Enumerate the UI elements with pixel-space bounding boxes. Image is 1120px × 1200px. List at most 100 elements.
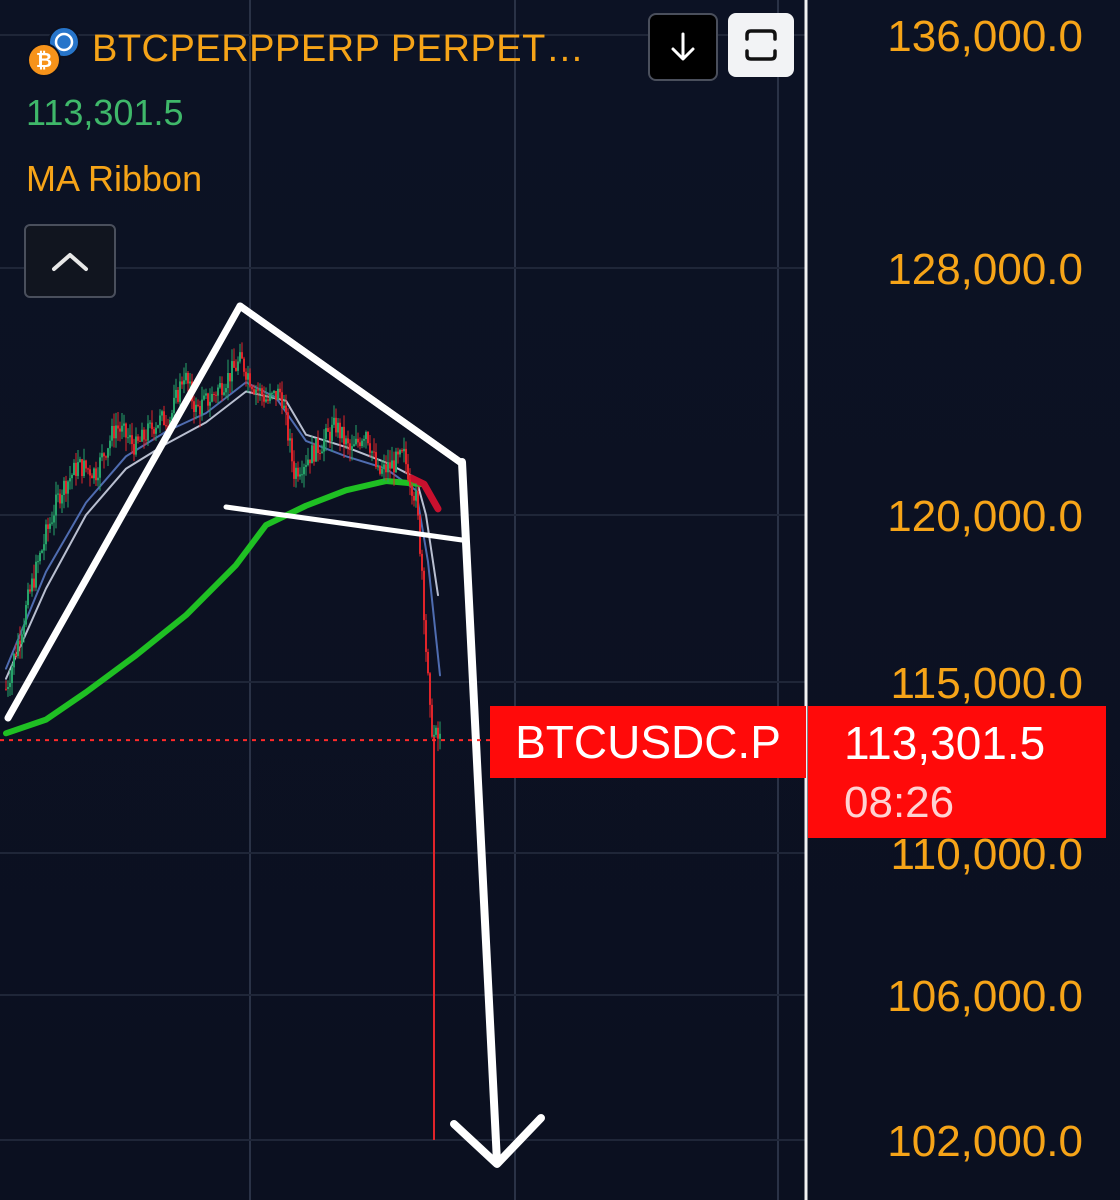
candle — [247, 365, 249, 393]
candle-body — [253, 389, 255, 394]
candle-body — [417, 490, 419, 516]
candle-body — [295, 467, 297, 479]
candle-body — [69, 478, 71, 482]
candle-body — [347, 438, 349, 444]
candle-body — [251, 386, 253, 390]
candle — [223, 383, 225, 397]
candle-body — [185, 372, 187, 381]
candle-body — [337, 422, 339, 433]
candle-body — [317, 438, 319, 453]
candle-body — [375, 452, 377, 468]
candle-body — [131, 435, 133, 444]
indicator-name[interactable]: MA Ribbon — [26, 158, 203, 199]
candle — [131, 422, 133, 454]
candle — [183, 367, 185, 394]
candle-body — [19, 640, 21, 645]
candle-body — [127, 437, 129, 439]
candle — [127, 428, 129, 443]
candle — [55, 481, 57, 529]
candle-body — [101, 453, 103, 458]
candle — [159, 409, 161, 433]
candle — [137, 434, 139, 444]
candle — [81, 458, 83, 484]
candle-body — [163, 411, 165, 426]
collapse-indicators-button[interactable] — [24, 224, 116, 298]
candle-body — [415, 490, 417, 501]
candle-body — [429, 673, 431, 705]
candle — [323, 429, 325, 462]
candle-body — [109, 440, 111, 449]
candle-body — [393, 460, 395, 473]
candle-body — [157, 425, 159, 428]
candle-body — [277, 388, 279, 400]
candle-body — [43, 544, 45, 551]
price-tick-3: 115,000.0 — [891, 659, 1083, 708]
ma-ribbon — [3, 381, 442, 737]
candle — [207, 392, 209, 411]
candle-body — [153, 429, 155, 434]
candle-body — [87, 468, 89, 470]
candle — [13, 652, 15, 675]
candle-body — [405, 448, 407, 465]
candle-body — [259, 388, 261, 391]
candle — [215, 391, 217, 403]
candle-body — [61, 495, 63, 504]
candle — [197, 399, 199, 408]
candle-body — [335, 417, 337, 433]
ma-long-line — [3, 478, 424, 737]
candle-body — [143, 429, 145, 440]
candle — [273, 390, 275, 399]
candle-body — [257, 389, 259, 391]
candle — [5, 680, 7, 691]
candle — [97, 467, 99, 487]
candle-body — [349, 443, 351, 451]
candle — [251, 384, 253, 394]
price-axis[interactable]: 136,000.0 128,000.0 120,000.0 115,000.0 110,… — [887, 12, 1083, 1166]
candle — [225, 383, 227, 399]
candle-body — [205, 393, 207, 396]
candle — [367, 431, 369, 446]
candle — [161, 409, 163, 422]
candle — [329, 427, 331, 448]
candle-body — [97, 477, 99, 481]
candle-body — [353, 444, 355, 447]
candle-body — [355, 438, 357, 445]
candle — [343, 415, 345, 458]
candle — [121, 413, 123, 440]
candle-body — [17, 640, 19, 656]
candle-body — [389, 462, 391, 469]
candle-body — [119, 428, 121, 432]
candle-body — [47, 524, 49, 529]
candle-body — [5, 688, 7, 690]
candle — [255, 385, 257, 406]
download-button[interactable] — [648, 13, 718, 81]
candle — [319, 449, 321, 460]
candle — [147, 415, 149, 446]
candle-body — [423, 570, 425, 621]
trend-descend-line — [236, 302, 464, 466]
candle — [15, 643, 17, 659]
candle-countdown: 08:26 — [844, 778, 955, 827]
candle — [415, 483, 417, 508]
candle-body — [85, 460, 87, 469]
candle — [69, 466, 71, 490]
fullscreen-button[interactable] — [728, 13, 794, 77]
price-tick-1: 128,000.0 — [887, 245, 1083, 294]
candle — [59, 489, 61, 509]
candle — [411, 483, 413, 505]
symbol-title[interactable]: BTCPERPPERP PERPET… — [92, 28, 585, 70]
candle — [61, 489, 63, 513]
candle-body — [237, 361, 239, 371]
candle-body — [135, 436, 137, 455]
candle — [163, 405, 165, 426]
candle — [123, 414, 125, 438]
candle — [335, 408, 337, 437]
candle — [357, 432, 359, 448]
candle-body — [223, 392, 225, 395]
candle-body — [23, 624, 25, 635]
candle — [173, 384, 175, 419]
candle — [303, 463, 305, 488]
candle-body — [291, 438, 293, 462]
